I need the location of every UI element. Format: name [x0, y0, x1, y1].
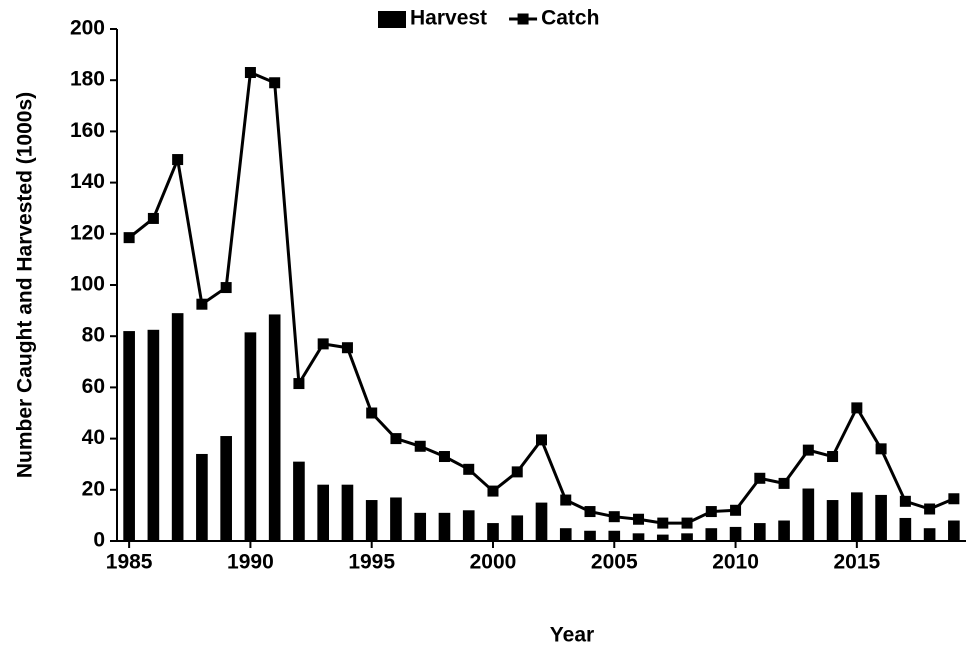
bar	[875, 494, 887, 541]
marker	[487, 485, 499, 497]
bar	[948, 520, 960, 541]
bar	[923, 528, 936, 541]
bar	[341, 484, 354, 541]
bar	[851, 492, 863, 541]
x-tick-label: 1990	[227, 551, 274, 574]
marker	[220, 282, 232, 294]
marker	[341, 342, 353, 354]
marker	[463, 463, 475, 475]
marker	[778, 477, 790, 489]
y-tick-label: 20	[82, 477, 105, 500]
marker	[196, 298, 208, 310]
y-tick-label: 100	[70, 273, 105, 296]
x-tick-label: 2015	[833, 551, 880, 574]
x-tick-label: 2010	[712, 551, 759, 574]
marker	[730, 504, 742, 516]
y-tick-label: 60	[82, 375, 105, 398]
y-tick-label: 200	[70, 17, 105, 40]
bar	[729, 526, 742, 541]
marker	[608, 511, 620, 523]
marker	[123, 232, 135, 244]
bar	[778, 520, 790, 541]
bar	[802, 488, 815, 541]
marker	[269, 77, 281, 89]
legend-label: Catch	[541, 7, 599, 30]
bar	[123, 331, 135, 541]
marker	[802, 444, 814, 456]
marker	[899, 495, 911, 507]
marker	[414, 440, 426, 452]
y-tick-label: 40	[82, 426, 105, 449]
bar	[462, 510, 475, 541]
bar	[584, 530, 596, 541]
bar	[414, 512, 427, 541]
x-tick-label: 2000	[470, 551, 517, 574]
bar	[438, 512, 451, 541]
marker	[438, 451, 450, 463]
marker	[681, 517, 693, 529]
marker	[875, 443, 887, 455]
marker	[536, 434, 547, 446]
bar	[511, 515, 524, 541]
marker	[633, 513, 645, 525]
y-tick-label: 0	[93, 529, 105, 552]
legend-label: Harvest	[410, 7, 487, 30]
bar	[390, 497, 402, 541]
marker	[948, 493, 960, 505]
bar	[293, 461, 305, 541]
marker	[924, 503, 936, 515]
bar	[608, 530, 621, 541]
bar	[171, 313, 184, 541]
marker	[147, 212, 159, 224]
y-tick-label: 140	[70, 170, 105, 193]
bar	[705, 528, 718, 541]
bar	[268, 314, 281, 541]
marker	[244, 67, 256, 79]
marker	[851, 402, 863, 414]
x-axis-title: Year	[550, 624, 594, 647]
marker	[366, 407, 378, 419]
bar	[147, 329, 160, 541]
marker	[827, 451, 839, 463]
y-tick-label: 80	[82, 324, 105, 347]
x-tick-label: 2005	[591, 551, 638, 574]
bar	[899, 517, 912, 541]
marker	[657, 517, 669, 529]
marker	[584, 506, 596, 518]
bar	[244, 332, 257, 541]
x-tick-label: 1985	[106, 551, 153, 574]
bar	[487, 523, 499, 541]
marker	[560, 494, 572, 506]
bar	[365, 500, 378, 541]
bar	[220, 436, 232, 541]
marker	[317, 338, 329, 350]
marker	[172, 154, 184, 166]
marker	[390, 433, 402, 445]
legend-swatch	[378, 11, 406, 28]
y-tick-label: 160	[70, 119, 105, 142]
bar	[753, 523, 766, 541]
marker	[293, 378, 305, 390]
y-axis-title: Number Caught and Harvested (1000s)	[14, 92, 37, 478]
y-tick-label: 120	[70, 221, 105, 244]
bar	[681, 533, 693, 541]
marker	[754, 472, 766, 484]
bar	[826, 500, 839, 541]
x-tick-label: 1995	[348, 551, 395, 574]
legend-swatch	[517, 13, 529, 25]
bar	[535, 502, 548, 541]
bar	[559, 528, 572, 541]
bar	[317, 484, 330, 541]
y-tick-label: 180	[70, 68, 105, 91]
marker	[705, 506, 717, 518]
marker	[511, 466, 523, 478]
bar	[656, 534, 669, 541]
bar	[632, 533, 645, 541]
bar	[196, 453, 208, 541]
